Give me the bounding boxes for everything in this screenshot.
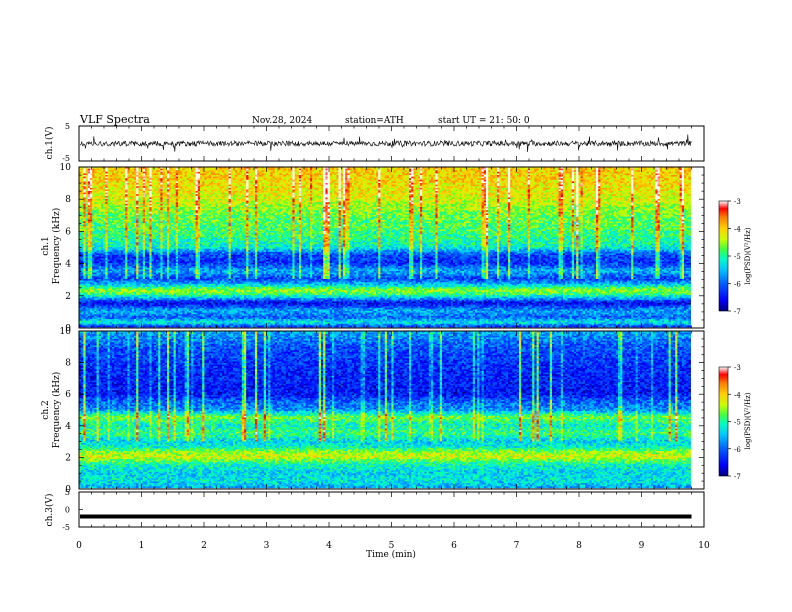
ch1-waveform-panel: 5 -5 ch.1(V) [44,122,704,163]
spectrogram-cell [94,325,97,327]
start-time-label: start UT = 21: 50: 0 [438,116,530,126]
ch1-waveform-ytick-top: 5 [65,122,70,131]
spectrogram-cell [99,325,102,327]
station-label: station=ATH [345,116,404,126]
spectrogram-cell [103,325,106,327]
ch1-waveform-series [80,135,691,153]
spectrogram-cell [92,325,95,327]
date-label: Nov.28, 2024 [252,116,313,126]
spectrogram-cell [88,325,91,327]
spectrogram-cell [105,325,108,327]
spectrogram-cell [97,325,100,327]
ch1-waveform-ytick-bottom: -5 [62,154,70,163]
spectrogram-cell [110,325,113,327]
spectrogram-cell [108,325,111,327]
spectrogram-cell [86,325,89,327]
spectrogram-cell [81,325,84,327]
figure-title: VLF Spectra [79,113,150,126]
spectrogram-cell [112,325,115,327]
ch1-waveform-ylabel: ch.1(V) [44,127,55,160]
spectrogram-cell [101,325,104,327]
ch1-spectrogram-heatmap [79,167,691,327]
spectrogram-cell [83,325,86,327]
